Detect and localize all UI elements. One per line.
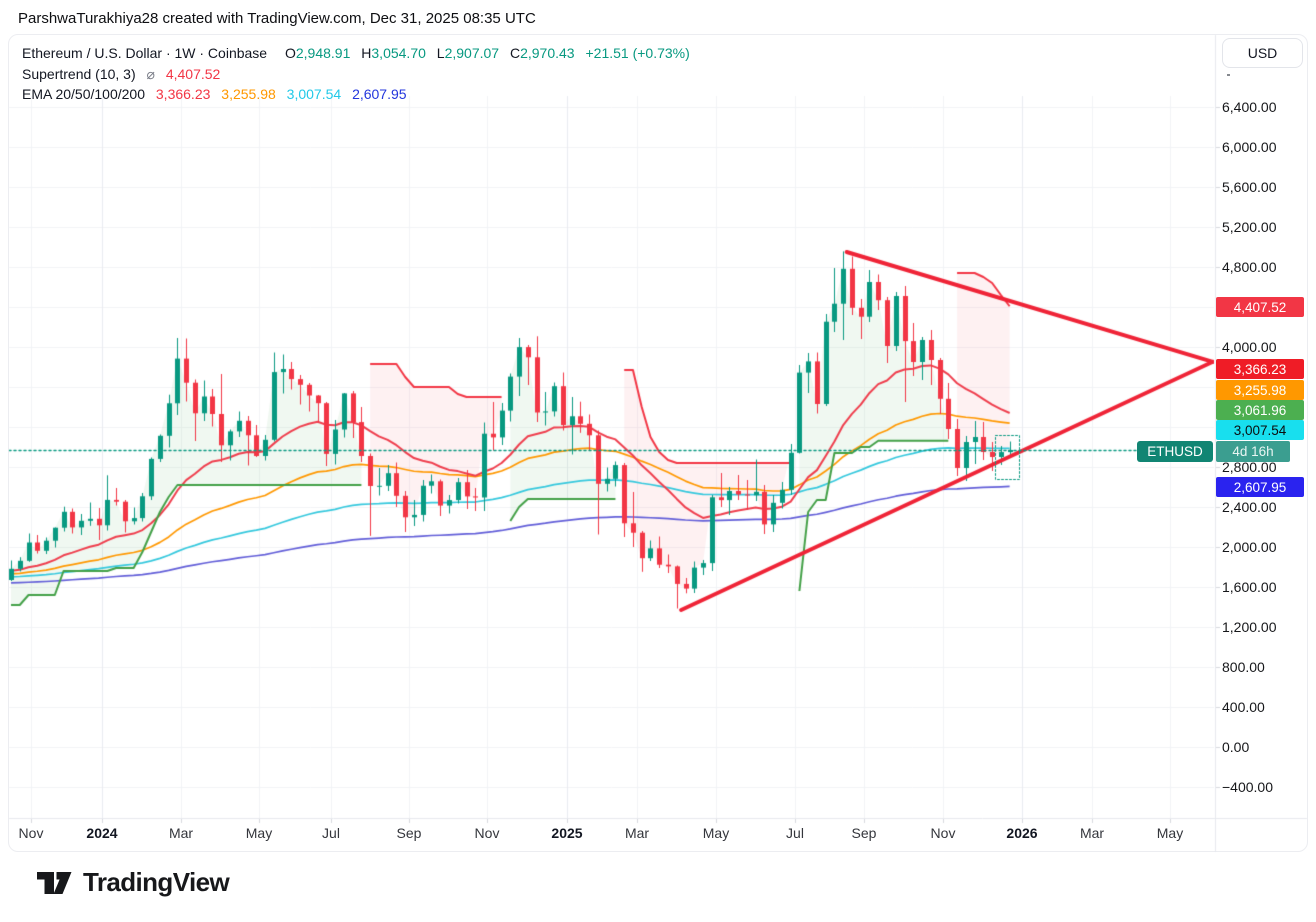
symbol-price-label: ETHUSD bbox=[1137, 441, 1213, 462]
tradingview-logo[interactable]: TradingView bbox=[35, 867, 230, 898]
supertrend-up-badge: 3,061.96 bbox=[1216, 400, 1304, 420]
time-axis-label: Sep bbox=[396, 825, 422, 841]
symbol-title: Ethereum / U.S. Dollar · 1W · Coinbase bbox=[22, 45, 268, 61]
supertrend-label: Supertrend (10, 3) bbox=[22, 65, 136, 82]
time-axis-label: May bbox=[245, 825, 273, 841]
tradingview-logo-icon bbox=[37, 871, 72, 894]
ema200-value: 2,607.95 bbox=[352, 86, 407, 102]
time-axis-label: Sep bbox=[851, 825, 877, 841]
axis-dot bbox=[1227, 74, 1230, 76]
ema20-value: 3,366.23 bbox=[155, 86, 211, 102]
time-axis-label: Nov bbox=[18, 825, 44, 841]
ema100-value: 3,007.54 bbox=[286, 86, 342, 102]
price-tick-label: 5,600.00 bbox=[1222, 179, 1277, 195]
ema20-badge: 3,366.23 bbox=[1216, 359, 1304, 379]
time-axis-label: Jul bbox=[322, 825, 340, 841]
price-tick-label: 6,400.00 bbox=[1222, 99, 1277, 115]
supertrend-legend-row[interactable]: Supertrend (10, 3) ⌀ 4,407.52 bbox=[22, 64, 690, 85]
price-tick-label: 2,400.00 bbox=[1222, 499, 1277, 515]
price-tick-label: 800.00 bbox=[1222, 659, 1265, 675]
average-icon: ⌀ bbox=[146, 65, 155, 82]
price-tick-label: 400.00 bbox=[1222, 699, 1265, 715]
time-axis-label: 2026 bbox=[1006, 825, 1038, 841]
price-tick-label: 0.00 bbox=[1222, 739, 1250, 755]
time-axis-label: May bbox=[702, 825, 730, 841]
price-tick-label: 2,800.00 bbox=[1222, 459, 1277, 475]
close-value: 2,970.43 bbox=[520, 45, 575, 61]
time-axis-label: Mar bbox=[168, 825, 194, 841]
time-axis-label: Jul bbox=[786, 825, 804, 841]
price-tick-label: −400.00 bbox=[1222, 779, 1273, 795]
bar-countdown-label: 4d 16h bbox=[1216, 441, 1290, 462]
time-axis-label: Mar bbox=[1079, 825, 1105, 841]
price-tick-label: 1,600.00 bbox=[1222, 579, 1277, 595]
ema50-value: 3,255.98 bbox=[221, 86, 276, 102]
supertrend-value: 4,407.52 bbox=[165, 65, 221, 82]
open-value: 2,948.91 bbox=[295, 45, 351, 61]
price-tick-label: 5,200.00 bbox=[1222, 219, 1277, 235]
close-label: C bbox=[509, 45, 521, 61]
chart-legend: Ethereum / U.S. Dollar · 1W · Coinbase O… bbox=[22, 43, 690, 105]
ema100-badge: 3,007.54 bbox=[1216, 420, 1304, 440]
low-label: L bbox=[436, 45, 445, 61]
currency-axis-button[interactable]: USD bbox=[1222, 38, 1303, 68]
price-tick-label: 4,800.00 bbox=[1222, 259, 1277, 275]
high-value: 3,054.70 bbox=[371, 45, 426, 61]
ema50-badge: 3,255.98 bbox=[1216, 380, 1304, 400]
low-value: 2,907.07 bbox=[444, 45, 500, 61]
price-tick-label: 6,000.00 bbox=[1222, 139, 1277, 155]
tradingview-logo-text: TradingView bbox=[83, 867, 230, 897]
change-value: +21.51 (+0.73%) bbox=[585, 45, 690, 61]
high-label: H bbox=[361, 45, 372, 61]
time-axis-label: 2025 bbox=[551, 825, 583, 841]
price-tick-label: 1,200.00 bbox=[1222, 619, 1277, 635]
symbol-legend-row[interactable]: Ethereum / U.S. Dollar · 1W · Coinbase O… bbox=[22, 43, 690, 64]
ema-label: EMA 20/50/100/200 bbox=[22, 86, 145, 102]
price-tick-label: 4,000.00 bbox=[1222, 339, 1277, 355]
ema-legend-row[interactable]: EMA 20/50/100/200 3,366.23 3,255.98 3,00… bbox=[22, 84, 690, 105]
open-label: O bbox=[284, 45, 296, 61]
supertrend-down-badge: 4,407.52 bbox=[1216, 297, 1304, 317]
ema200-badge: 2,607.95 bbox=[1216, 477, 1304, 497]
time-axis-label: Nov bbox=[474, 825, 500, 841]
time-axis-label: Nov bbox=[930, 825, 956, 841]
attribution-text: ParshwaTurakhiya28 created with TradingV… bbox=[18, 10, 536, 27]
time-axis-label: May bbox=[1156, 825, 1184, 841]
time-axis-label: Mar bbox=[624, 825, 650, 841]
time-axis-label: 2024 bbox=[86, 825, 118, 841]
price-tick-label: 2,000.00 bbox=[1222, 539, 1277, 555]
